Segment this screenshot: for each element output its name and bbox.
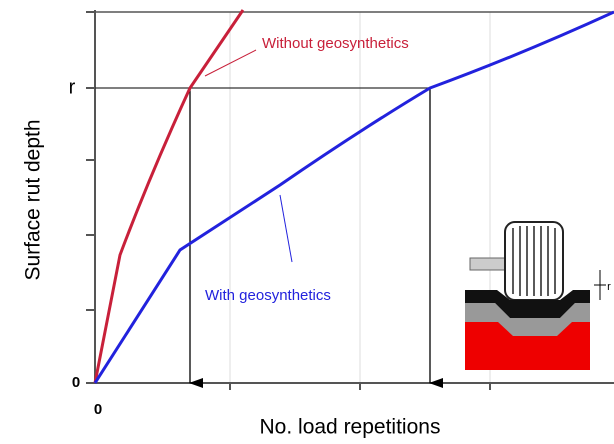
x-origin: 0 xyxy=(94,401,102,418)
label-with: With geosynthetics xyxy=(205,287,331,304)
y-origin: 0 xyxy=(72,374,80,391)
y-mark: r xyxy=(69,76,76,98)
curve-without xyxy=(95,10,243,383)
diagram: Without geosynthetics With geosynthetics… xyxy=(0,0,614,444)
inset-r: r xyxy=(607,281,611,293)
inset: r xyxy=(465,222,611,370)
x-axis-title: No. load repetitions xyxy=(260,416,441,439)
label-without: Without geosynthetics xyxy=(262,35,409,52)
grid xyxy=(230,12,490,383)
y-axis-title: Surface rut depth xyxy=(22,119,45,280)
page: {"axes": {"y_label": "Surface rut depth"… xyxy=(0,0,614,444)
leader xyxy=(280,195,292,262)
